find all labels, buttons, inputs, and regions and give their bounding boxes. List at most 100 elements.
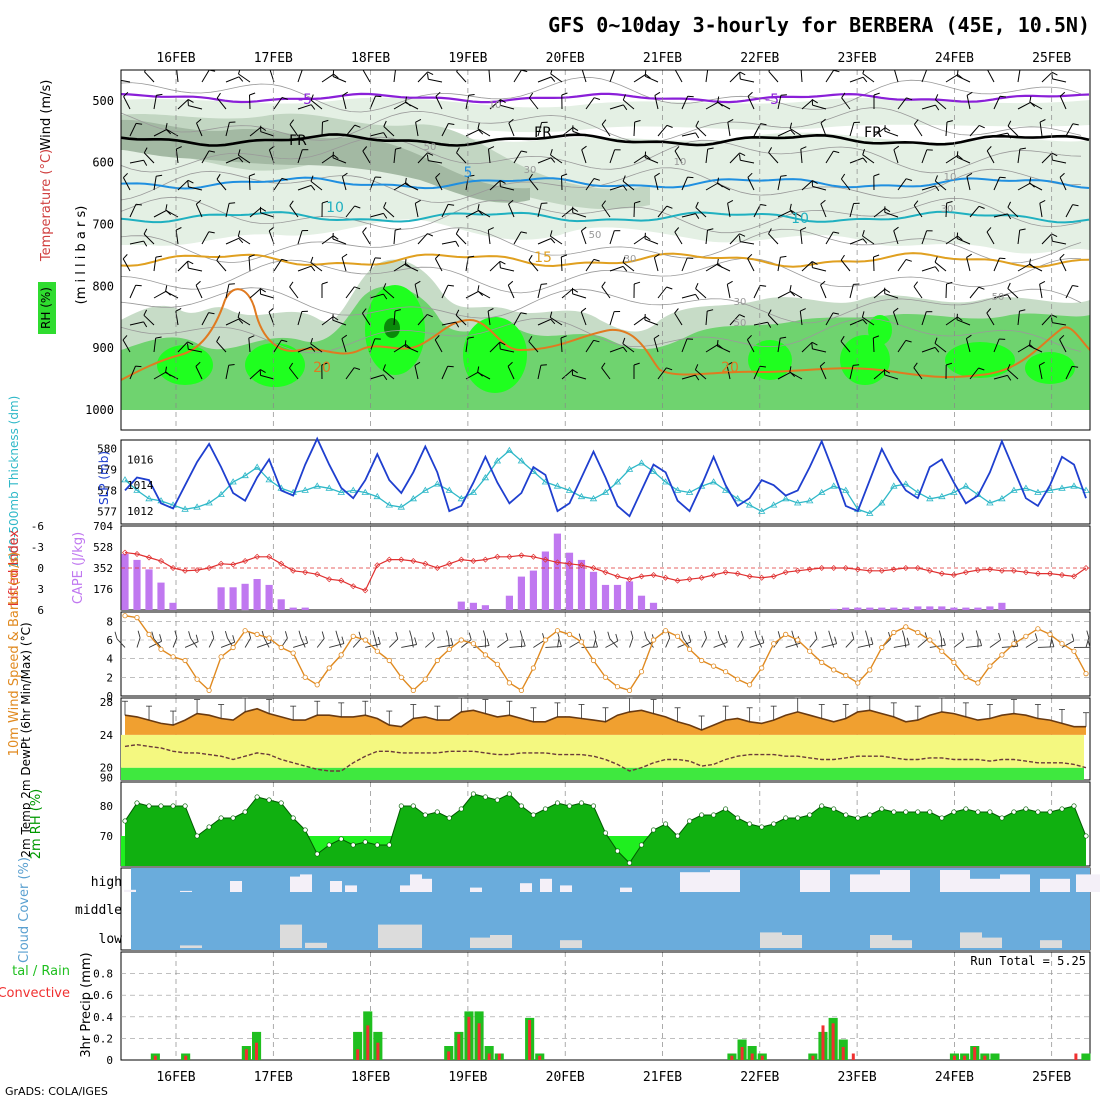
- wind-barb-flag: [581, 145, 587, 151]
- thickness-point: [193, 503, 201, 510]
- wind-barb: [957, 75, 971, 83]
- li-point: [734, 570, 741, 577]
- wind-barb: [177, 179, 189, 191]
- cloud-low-block: [560, 940, 582, 948]
- li-point: [254, 553, 261, 560]
- rh2m-point: [134, 800, 140, 806]
- cape-bar: [589, 571, 598, 610]
- wind-barb: [873, 208, 886, 218]
- thickness-point: [1058, 484, 1066, 491]
- wind-barb: [537, 76, 552, 83]
- rh-max-core: [384, 318, 400, 338]
- wind-barb-flag: [1019, 309, 1026, 312]
- cloud-high-block: [1040, 878, 1070, 892]
- thickness-point: [253, 463, 261, 470]
- cape-bar: [241, 583, 249, 611]
- li-tick: -3: [31, 541, 44, 554]
- wind-barb: [201, 70, 210, 83]
- wind10-point: [602, 674, 609, 680]
- wind-barb-flag: [560, 335, 567, 339]
- wind-barb-flag: [404, 259, 407, 266]
- wind10-point: [386, 657, 392, 664]
- wind-barb-flag: [760, 284, 767, 287]
- wind-barb-flag: [789, 285, 792, 292]
- wind10-barb-flag: [870, 637, 874, 645]
- wind-barb: [369, 132, 384, 137]
- wind-barb: [1065, 204, 1074, 218]
- wind-barb: [969, 125, 980, 137]
- thickness-line: [124, 449, 1087, 515]
- li-point: [926, 567, 933, 574]
- wind-barb: [841, 97, 851, 110]
- day-label-bottom: 25FEB: [1032, 1070, 1071, 1085]
- thickness-point: [649, 467, 658, 474]
- wind-barb-flag: [707, 309, 714, 312]
- wind-barb-flag: [739, 233, 746, 237]
- wind10-barb: [425, 638, 435, 648]
- ylabel-pressure: (m i l l i b a r s): [74, 206, 89, 305]
- wind-barb-flag: [455, 321, 460, 328]
- wind10-barb-flag: [761, 635, 765, 643]
- wind-barb: [753, 285, 761, 299]
- li-point: [782, 569, 789, 576]
- wind-barb-flag: [801, 66, 807, 68]
- day-label-top: 20FEB: [546, 51, 585, 66]
- wind-barb: [726, 284, 731, 299]
- wind-barb: [341, 257, 347, 272]
- wind10-barb: [682, 638, 690, 648]
- wind10-barb-flag: [298, 630, 302, 638]
- wind-barb: [153, 338, 157, 353]
- rh2m-point: [855, 815, 861, 821]
- wind-barb: [893, 149, 899, 164]
- day-label-top: 23FEB: [838, 51, 877, 66]
- thickness-point: [1034, 488, 1042, 495]
- li-point: [902, 565, 909, 571]
- wind-barb: [921, 311, 927, 326]
- wind10-point: [218, 654, 224, 660]
- wind-barb-flag: [747, 253, 753, 259]
- day-label-top: 24FEB: [935, 51, 974, 66]
- wind10-barb-flag: [482, 630, 486, 638]
- wind-barb: [122, 258, 131, 272]
- wind10-barb: [509, 645, 526, 648]
- wind10-barb-flag: [688, 634, 692, 643]
- cape-bar: [253, 579, 261, 610]
- wind-barb: [129, 159, 144, 164]
- wind10-point: [434, 657, 440, 664]
- wind-barb-flag: [739, 73, 741, 80]
- wind-barb-flag: [695, 374, 700, 381]
- wind-barb: [956, 156, 971, 164]
- rh-contour-label: 30: [524, 165, 537, 176]
- wind-barb-flag: [884, 207, 891, 213]
- precip-total-bar: [1081, 1053, 1091, 1060]
- wind-barb: [345, 124, 356, 137]
- wind-barb: [897, 97, 907, 110]
- wind-barb: [705, 311, 708, 326]
- precip-tick: 0.2: [93, 1032, 113, 1045]
- wind-barb-flag: [404, 340, 407, 347]
- wind-barb: [310, 99, 323, 110]
- thickness-point: [565, 486, 574, 493]
- wind-barb-flag: [601, 362, 606, 369]
- li-point: [650, 572, 657, 578]
- wind10-point: [302, 674, 308, 680]
- wind-barb: [508, 203, 515, 218]
- rh-swatch: [38, 282, 56, 334]
- wind-barb: [417, 233, 428, 245]
- wind-barb: [633, 154, 646, 164]
- wind-barb: [417, 152, 428, 164]
- wind-barb-flag: [414, 280, 421, 285]
- cloud-high-block: [470, 887, 482, 892]
- wind-barb: [342, 95, 347, 110]
- wind10-barb: [411, 637, 414, 648]
- wind10-barb-flag: [595, 639, 598, 648]
- wind-barb: [893, 230, 899, 245]
- cloud-high-block: [520, 883, 532, 892]
- wind-barb: [800, 149, 803, 164]
- wind-barb-flag: [477, 122, 480, 129]
- wind10-barb-flag: [1071, 633, 1075, 641]
- wind-barb-flag: [634, 200, 641, 204]
- dewpoint-line: [124, 743, 1087, 772]
- wind10-point: [819, 659, 825, 666]
- wind-barb-flag: [811, 341, 818, 346]
